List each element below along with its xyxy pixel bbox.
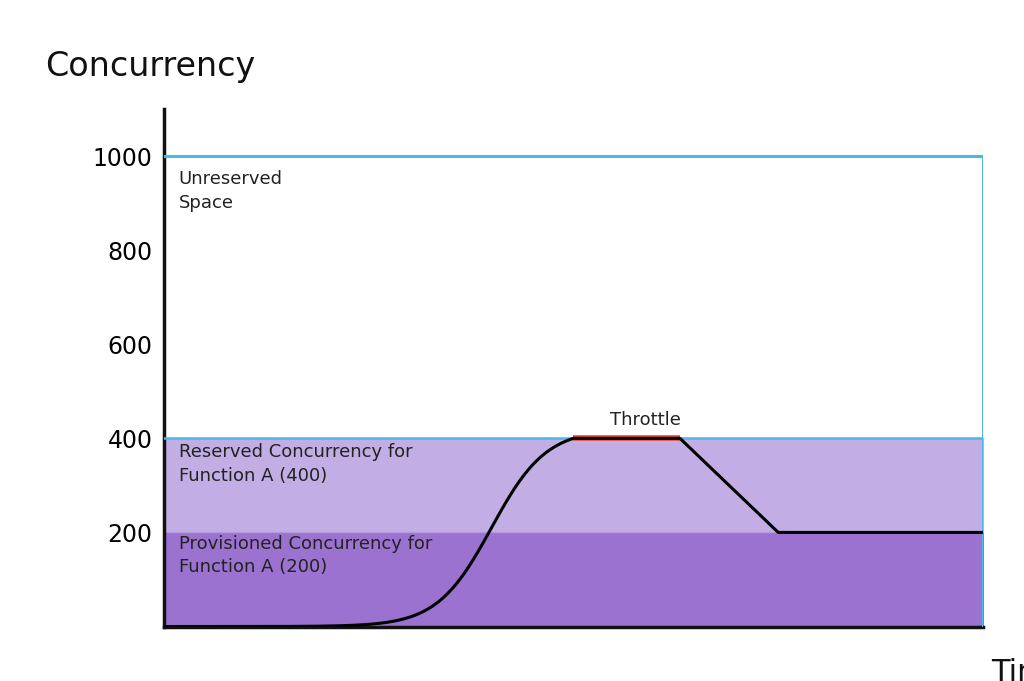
Text: Unreserved
Space: Unreserved Space: [178, 170, 283, 212]
Text: Reserved Concurrency for
Function A (400): Reserved Concurrency for Function A (400…: [178, 443, 413, 485]
Text: Time: Time: [991, 658, 1024, 681]
Text: Throttle: Throttle: [610, 411, 681, 429]
Text: Concurrency: Concurrency: [45, 50, 255, 83]
Text: Provisioned Concurrency for
Function A (200): Provisioned Concurrency for Function A (…: [178, 535, 432, 576]
